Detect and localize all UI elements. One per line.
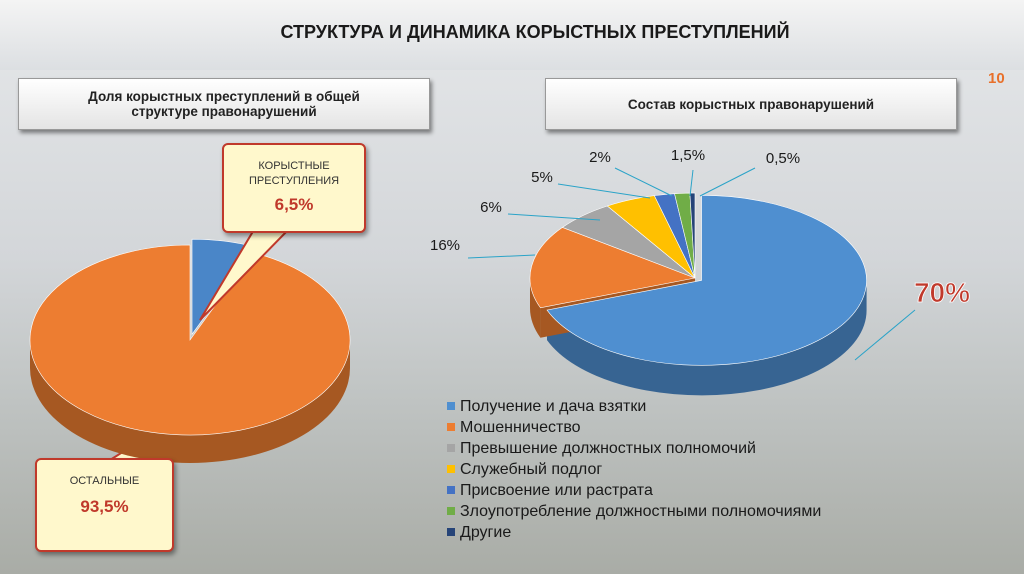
callout: КОРЫСТНЫЕ ПРЕСТУПЛЕНИЯ 6,5% [222,143,366,233]
legend-label: Получение и дача взятки [460,398,646,415]
page-number: 10 [988,70,1005,87]
chart-title: Состав корыстных правонарушений [545,78,957,130]
value-label: 6,5% [274,195,314,214]
leader-line [689,169,694,197]
category-label: КОРЫСТНЫЕ ПРЕСТУПЛЕНИЯ [249,160,340,187]
legend-label: Злоупотребление должностными полномочиям… [460,503,821,520]
legend-swatch [447,423,455,431]
callout: ОСТАЛЬНЫЕ 93,5% [35,458,174,552]
legend-swatch [447,444,455,452]
pie-slice [546,195,867,366]
chart-title-text: Доля корыстных преступлений в общей стру… [88,89,360,119]
pie-slice-side [30,340,350,463]
leader-line [699,167,756,197]
legend-label: Другие [460,524,511,541]
leader-line [854,309,916,361]
legend-label: Превышение должностных полномочий [460,440,756,457]
leader-line [507,213,601,221]
chart-title: Доля корыстных преступлений в общей стру… [18,78,430,130]
legend-swatch [447,528,455,536]
legend-swatch [447,486,455,494]
slide-title: СТРУКТУРА И ДИНАМИКА КОРЫСТНЫХ ПРЕСТУПЛЕ… [280,22,790,42]
pie [29,238,351,463]
leader-line [614,167,673,197]
title-band [0,0,1024,70]
data-label: 0,5% [766,150,800,167]
pie-slice [529,227,697,309]
data-label: 6% [480,199,502,216]
pie-slice-side [530,278,541,338]
legend-swatch [447,465,455,473]
chart-title-text: Состав корыстных правонарушений [627,96,875,112]
pie-slice-side [547,280,867,396]
legend-swatch [447,507,455,515]
legend-label: Мошенничество [460,419,581,436]
legend-swatch [447,402,455,410]
data-label: 1,5% [671,147,705,164]
legend-label: Служебный подлог [460,461,602,478]
leader-line [557,183,651,199]
value-label: 93,5% [80,497,129,516]
legend-label: Присвоение или растрата [460,482,653,499]
data-label: 2% [589,149,611,166]
data-label: 16% [430,237,460,254]
pie [529,192,867,396]
leader-line [467,254,536,259]
data-label: 70% [914,277,970,308]
category-label: ОСТАЛЬНЫЕ [69,475,140,487]
pie-slice [29,244,351,436]
data-label: 5% [531,169,553,186]
